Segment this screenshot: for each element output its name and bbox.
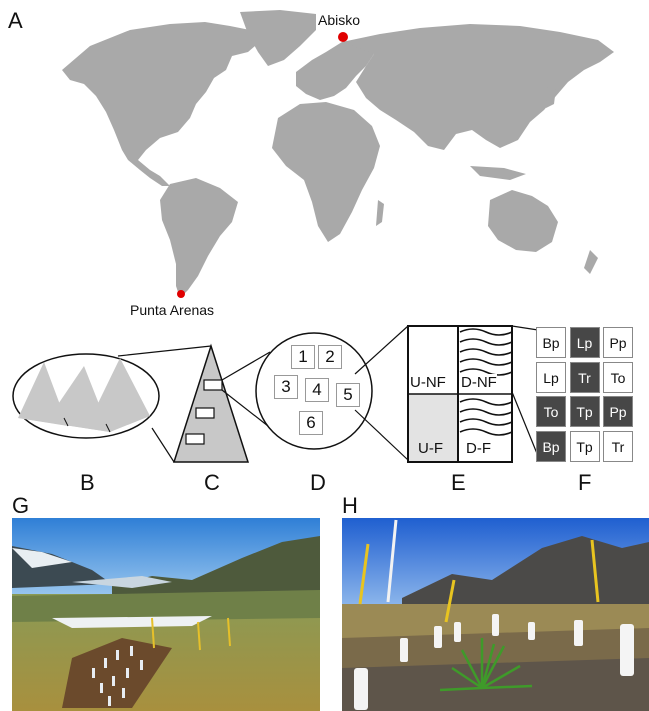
species-cell: Tp (569, 396, 600, 427)
greenland (240, 10, 316, 66)
central-america (128, 160, 170, 186)
panel-label-f: F (578, 470, 592, 495)
abisko-marker (338, 32, 348, 42)
punta-arenas-label: Punta Arenas (130, 302, 215, 318)
treatment-d-nf: D-NF (461, 374, 497, 391)
new-zealand (584, 250, 598, 274)
plot-4: 4 (305, 378, 329, 402)
panel-label-a: A (8, 8, 23, 33)
species-cell: Tp (569, 430, 600, 462)
plot-1: 1 (291, 345, 315, 369)
species-cell: Tr (569, 361, 600, 393)
treatment-d-f: D-F (466, 440, 491, 457)
panel-b-mountains (12, 353, 160, 439)
world-map (62, 10, 614, 298)
panel-label-h: H (342, 493, 358, 518)
species-cell: To (603, 361, 633, 393)
species-cell: To (536, 396, 566, 427)
south-america (160, 178, 238, 298)
abisko-label: Abisko (318, 12, 361, 28)
species-cell: Pp (603, 327, 633, 358)
species-cell: Tr (603, 430, 633, 462)
sampling-design-diagram (12, 325, 539, 463)
indonesia (470, 166, 526, 180)
panel-label-d: D (310, 470, 326, 495)
species-cell: Bp (536, 430, 566, 462)
species-cell: Bp (536, 327, 566, 358)
punta-arenas-marker (177, 290, 185, 298)
panel-label-b: B (80, 470, 95, 495)
europe (296, 42, 374, 100)
species-cell: Lp (536, 361, 566, 393)
species-grid: Bp Lp Pp Lp Tr To To Tp Pp Bp Tp Tr (536, 327, 636, 465)
plot-2: 2 (318, 345, 342, 369)
asia (342, 24, 614, 150)
africa (272, 102, 380, 242)
panel-e-treatments (407, 325, 513, 463)
madagascar (376, 200, 384, 226)
panel-c-mountain (172, 343, 250, 463)
panel-label-c: C (204, 470, 220, 495)
north-america (62, 22, 262, 160)
panel-label-g: G (12, 493, 30, 518)
photo-g-abisko-site (12, 518, 320, 711)
plot-6: 6 (299, 411, 323, 435)
photo-h-punta-arenas-site (342, 518, 649, 711)
species-cell: Pp (603, 396, 633, 427)
panel-label-e: E (451, 470, 466, 495)
treatment-u-nf: U-NF (410, 374, 446, 391)
australia (488, 190, 558, 252)
japan (546, 82, 556, 108)
species-cell: Lp (569, 327, 600, 358)
plot-5: 5 (336, 383, 360, 407)
plot-3: 3 (274, 375, 298, 399)
treatment-u-f: U-F (418, 440, 443, 457)
